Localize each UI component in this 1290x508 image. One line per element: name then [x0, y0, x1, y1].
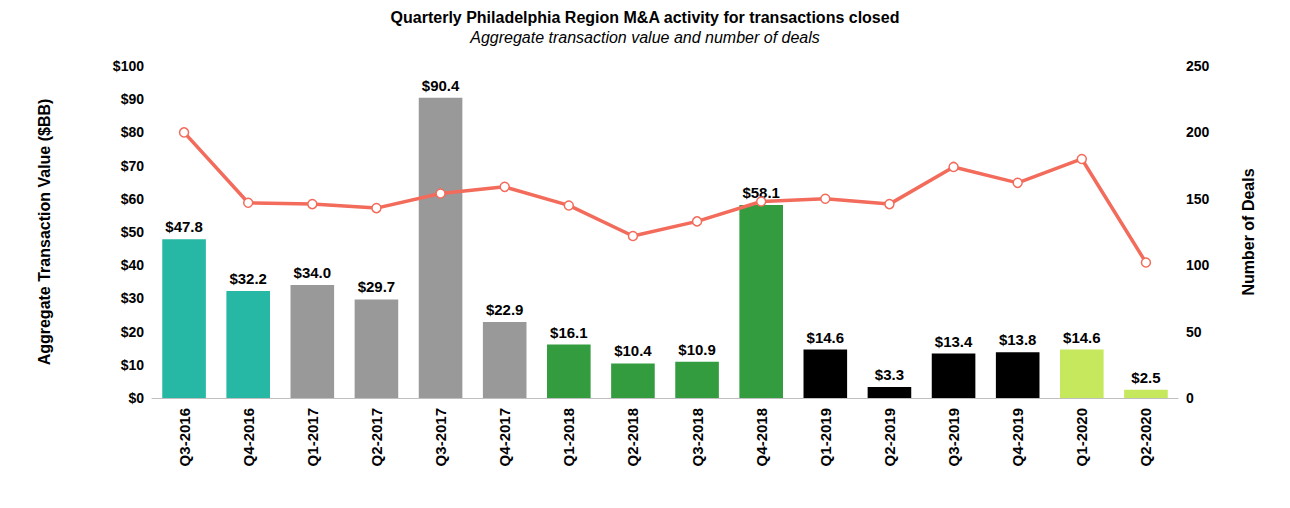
svg-text:Q4-2019: Q4-2019 — [1009, 408, 1026, 466]
svg-text:Q4-2017: Q4-2017 — [496, 408, 513, 466]
svg-text:200: 200 — [1186, 124, 1210, 140]
svg-text:$70: $70 — [121, 158, 145, 174]
svg-text:$10.9: $10.9 — [678, 341, 716, 358]
svg-text:100: 100 — [1186, 257, 1210, 273]
svg-text:$13.4: $13.4 — [935, 333, 973, 350]
svg-text:$60: $60 — [121, 191, 145, 207]
svg-text:$47.8: $47.8 — [165, 218, 203, 235]
svg-text:Q4-2018: Q4-2018 — [753, 408, 770, 466]
svg-text:Q3-2018: Q3-2018 — [689, 408, 706, 466]
svg-text:$90.4: $90.4 — [422, 77, 460, 94]
svg-text:Aggregate Transaction Value ($: Aggregate Transaction Value ($BB) — [36, 99, 53, 366]
svg-text:Q1-2017: Q1-2017 — [304, 408, 321, 466]
svg-text:$0: $0 — [128, 390, 144, 406]
svg-text:$30: $30 — [121, 290, 145, 306]
svg-text:$20: $20 — [121, 324, 145, 340]
svg-text:$40: $40 — [121, 257, 145, 273]
svg-text:$10.4: $10.4 — [614, 342, 652, 359]
svg-text:Q2-2018: Q2-2018 — [624, 408, 641, 466]
svg-text:$58.1: $58.1 — [742, 184, 780, 202]
svg-text:$90: $90 — [121, 91, 145, 107]
svg-text:Q4-2016: Q4-2016 — [240, 408, 257, 466]
svg-text:$10: $10 — [121, 357, 145, 373]
svg-text:50: 50 — [1186, 324, 1202, 340]
svg-text:Q3-2019: Q3-2019 — [945, 408, 962, 466]
svg-text:Q2-2020: Q2-2020 — [1137, 408, 1154, 466]
svg-text:Q1-2018: Q1-2018 — [560, 408, 577, 466]
svg-text:250: 250 — [1186, 58, 1210, 74]
svg-text:$14.6: $14.6 — [807, 329, 845, 346]
svg-text:$32.2: $32.2 — [229, 270, 267, 287]
svg-text:$2.5: $2.5 — [1131, 369, 1160, 386]
svg-text:$14.6: $14.6 — [1063, 329, 1101, 346]
svg-text:$29.7: $29.7 — [358, 278, 396, 295]
svg-text:Q3-2017: Q3-2017 — [432, 408, 449, 466]
svg-text:Aggregate transaction value an: Aggregate transaction value and number o… — [469, 29, 820, 46]
svg-text:$13.8: $13.8 — [999, 331, 1037, 348]
svg-text:$80: $80 — [121, 124, 145, 140]
svg-text:Quarterly Philadelphia Region: Quarterly Philadelphia Region M&A activi… — [391, 9, 900, 26]
svg-text:$22.9: $22.9 — [486, 301, 524, 318]
svg-text:Q1-2019: Q1-2019 — [817, 408, 834, 466]
svg-text:Number of Deals: Number of Deals — [1240, 168, 1257, 295]
svg-text:$34.0: $34.0 — [294, 264, 332, 281]
svg-text:0: 0 — [1186, 390, 1194, 406]
svg-text:Q1-2020: Q1-2020 — [1073, 408, 1090, 466]
svg-text:$3.3: $3.3 — [875, 366, 904, 383]
svg-text:$100: $100 — [113, 58, 144, 74]
svg-text:150: 150 — [1186, 191, 1210, 207]
svg-text:Q2-2017: Q2-2017 — [368, 408, 385, 466]
svg-text:Q2-2019: Q2-2019 — [881, 408, 898, 466]
svg-text:$16.1: $16.1 — [550, 324, 588, 341]
svg-text:Q3-2016: Q3-2016 — [176, 408, 193, 466]
svg-text:$50: $50 — [121, 224, 145, 240]
